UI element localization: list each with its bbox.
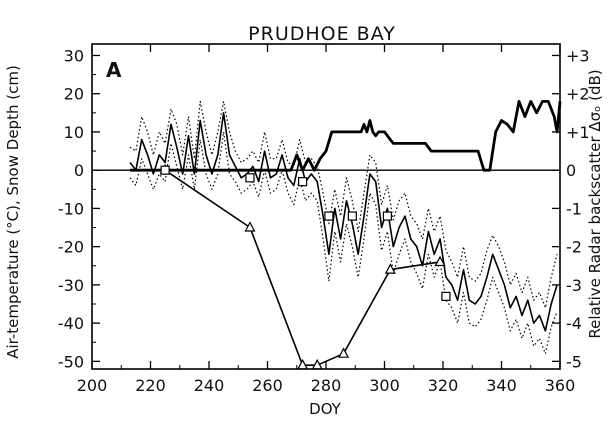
y-tick-label: -20 [58, 238, 84, 257]
triangle-marker [311, 358, 323, 370]
y2-tick-label: -4 [566, 314, 582, 333]
triangle-marker [434, 255, 446, 267]
x-tick-label: 360 [545, 376, 576, 395]
y2-tick-label: -2 [566, 238, 582, 257]
x-tick-label: 200 [77, 376, 108, 395]
y2-tick-label: +2 [566, 85, 590, 104]
x-tick-label: 260 [252, 376, 283, 395]
air-temperature-max-line [129, 100, 558, 309]
y-tick-label: 30 [64, 46, 84, 65]
square-marker [441, 291, 451, 301]
y-tick-label: 20 [64, 85, 84, 104]
x-tick-label: 300 [369, 376, 400, 395]
y2-axis-title: Relative Radar backscatter Δσₒ (dB) [586, 69, 604, 338]
snow-depth-line [130, 100, 562, 172]
air-temperature-min-line [129, 131, 558, 355]
y2-tick-label: +3 [566, 46, 590, 65]
series-layer [129, 100, 562, 370]
y-tick-label: 0 [74, 161, 84, 180]
y-axis-left: 30 20 10 0 -10 -20 -30 -40 -50 [58, 46, 100, 371]
triangle-marker [384, 263, 396, 274]
y2-tick-label: -3 [566, 276, 582, 295]
y2-tick-label: +1 [566, 123, 590, 142]
y2-tick-label: -5 [566, 352, 582, 371]
air-temperature-mean-line [129, 112, 558, 332]
y-tick-label: -10 [58, 199, 84, 218]
square-marker [347, 211, 357, 221]
x-axis-title: DOY [309, 400, 342, 418]
x-tick-label: 220 [135, 376, 166, 395]
x-tick-label: 320 [428, 376, 459, 395]
chart-title: PRUDHOE BAY [248, 23, 396, 45]
triangle-marker [244, 221, 256, 232]
y-tick-label: -30 [58, 276, 84, 295]
y-tick-label: -50 [58, 352, 84, 371]
x-tick-label: 240 [194, 376, 225, 395]
y2-tick-label: 0 [566, 161, 576, 180]
panel-label: A [106, 58, 122, 82]
triangle-marker [338, 347, 350, 358]
y2-tick-label: -1 [566, 199, 582, 218]
square-marker [245, 173, 255, 183]
y-axis-title: Air-temperature (°C), Snow Depth (cm) [4, 65, 22, 359]
square-marker [382, 211, 393, 221]
x-axis: 200 220 240 260 280 300 320 340 360 [77, 44, 576, 395]
triangle-marker [297, 358, 309, 370]
y-tick-label: 10 [64, 123, 84, 142]
x-tick-label: 280 [311, 376, 342, 395]
y-axis-right: +3 +2 +1 0 -1 -2 -3 -4 -5 [552, 46, 590, 371]
y-tick-label: -40 [58, 314, 84, 333]
square-marker [324, 211, 334, 221]
square-marker [160, 165, 170, 175]
square-marker [298, 177, 308, 187]
x-tick-label: 340 [486, 376, 517, 395]
